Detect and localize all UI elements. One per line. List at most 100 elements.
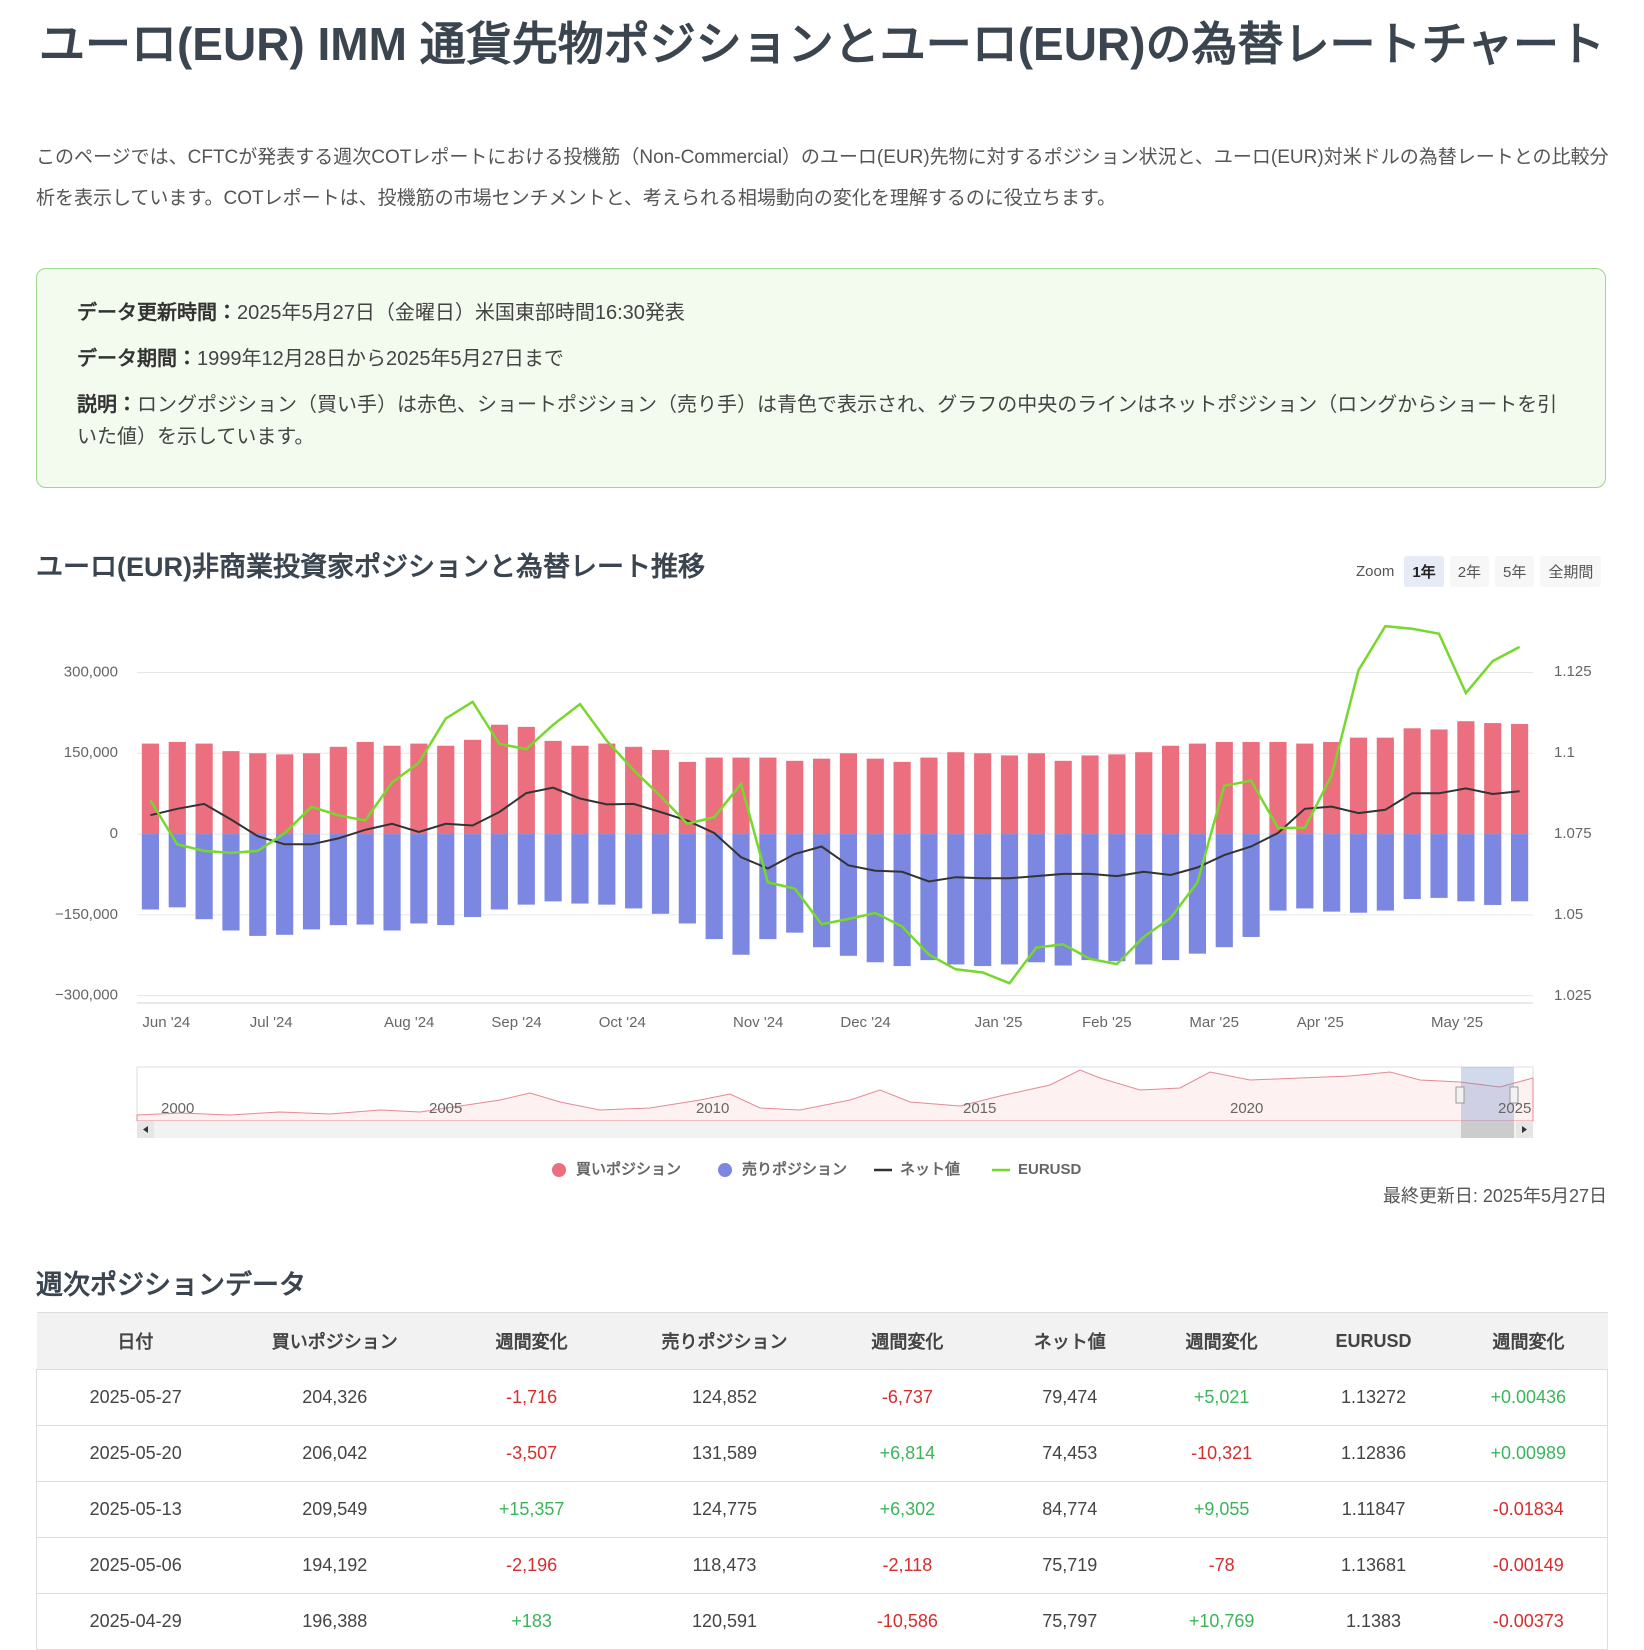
bar (1349, 737, 1368, 835)
x-tick-label: Jul '24 (250, 1014, 293, 1031)
column-header: EURUSD (1297, 1312, 1450, 1370)
table-cell: +0.00989 (1449, 1425, 1608, 1482)
bar (141, 743, 160, 835)
bar (249, 834, 267, 936)
table-cell: +6,814 (820, 1425, 994, 1482)
bar (1510, 834, 1529, 902)
table-cell: 120,591 (628, 1593, 821, 1650)
bar (195, 834, 213, 920)
zoom-button[interactable]: 2年 (1449, 556, 1490, 587)
table-row: 2025-05-27 204,326 -1,716 124,852 -6,737 79,4… (36, 1369, 1608, 1426)
bar (276, 754, 294, 835)
bar (625, 746, 643, 835)
bar (1242, 834, 1260, 937)
table-cell: -0.00373 (1449, 1593, 1608, 1650)
bar (1161, 745, 1180, 835)
table-cell: 196,388 (234, 1593, 436, 1650)
bar (625, 834, 643, 909)
navigator-handle[interactable] (1455, 1086, 1465, 1104)
bar (1510, 724, 1529, 835)
zoom-bar: Zoom 1年 2年 5年 全期間 (1352, 556, 1602, 587)
bar (651, 834, 670, 914)
scrollbar[interactable] (137, 1121, 1533, 1138)
table-cell: 2025-05-20 (36, 1425, 235, 1482)
x-tick-label: Jun '24 (142, 1014, 190, 1031)
bar (1403, 834, 1421, 900)
bar (974, 753, 992, 835)
navigator-label: 2020 (1230, 1100, 1263, 1117)
chart: −300,000 −150,000 0 150,000 300,000 1.025 1.05… (55, 624, 1592, 1178)
table-cell: -2,196 (435, 1537, 629, 1594)
bar (463, 834, 482, 918)
table-cell: 75,719 (993, 1537, 1146, 1594)
bar (839, 834, 858, 956)
bar (893, 834, 911, 967)
table-cell: +0.00436 (1449, 1369, 1608, 1426)
bar (1376, 737, 1394, 835)
bar (1242, 741, 1260, 835)
bar (1081, 755, 1099, 835)
navigator-label: 2025 (1498, 1100, 1531, 1117)
navigator-label: 2010 (696, 1100, 729, 1117)
scrollbar-thumb[interactable] (1461, 1121, 1514, 1138)
legend-label: 買いポジション (576, 1160, 681, 1178)
zoom-button[interactable]: 全期間 (1540, 556, 1602, 587)
bar (786, 760, 804, 835)
page-title: ユーロ(EUR) IMM 通貨先物ポジションとユーロ(EUR)の為替レートチャー… (38, 18, 1606, 70)
table-row: 2025-05-13 209,549 +15,357 124,775 +6,302 84,… (36, 1481, 1608, 1538)
bar (1108, 754, 1126, 835)
bar (920, 834, 938, 961)
table-cell: +10,769 (1145, 1593, 1298, 1650)
legend-symbol (552, 1163, 566, 1177)
y2-tick-label: 1.1 (1554, 744, 1575, 761)
navigator-selection[interactable] (1461, 1067, 1514, 1121)
zoom-button[interactable]: 5年 (1495, 556, 1535, 587)
bar (1296, 743, 1314, 835)
bar (1108, 834, 1126, 962)
bar (1403, 728, 1421, 835)
bar (1323, 834, 1341, 912)
table-row: 2025-05-06 194,192 -2,196 118,473 -2,118 75,7… (36, 1537, 1608, 1594)
table-row: 2025-05-20 206,042 -3,507 131,589 +6,814 74,4… (36, 1425, 1608, 1482)
bar (1215, 834, 1233, 948)
bar (437, 745, 455, 835)
table-cell: 124,852 (628, 1369, 821, 1426)
chart-title: ユーロ(EUR)非商業投資家ポジションと為替レート推移 (36, 552, 705, 582)
legend-item[interactable]: 売りポジション (718, 1160, 847, 1178)
legend-item[interactable]: 買いポジション (552, 1160, 681, 1178)
table-title: 週次ポジションデータ (36, 1270, 306, 1300)
x-tick-label: Aug '24 (384, 1014, 434, 1031)
bar (1269, 834, 1287, 911)
bar (517, 726, 535, 835)
legend-label: ネット値 (900, 1160, 960, 1178)
intro-text: このページでは、CFTCが発表する週次COTレポートにおける投機筋（Non-Co… (36, 147, 1609, 209)
table-cell: 124,775 (628, 1481, 821, 1538)
bar (276, 834, 294, 935)
bar (759, 757, 777, 835)
column-header: 週間変化 (1449, 1312, 1608, 1370)
legend-item[interactable]: ネット値 (874, 1160, 960, 1178)
table-cell: 1.12836 (1297, 1425, 1450, 1482)
bar (1323, 741, 1341, 835)
zoom-button[interactable]: 1年 (1404, 556, 1444, 587)
zoom-label: Zoom (1356, 563, 1395, 580)
table-row: 2025-04-29 196,388 +183 120,591 -10,586 75,79… (36, 1593, 1608, 1650)
bar (839, 753, 858, 835)
legend-item[interactable]: EURUSD (992, 1161, 1082, 1178)
table-cell: 1.13681 (1297, 1537, 1450, 1594)
x-tick-label: Feb '25 (1082, 1014, 1132, 1031)
bar (168, 741, 186, 835)
bar (866, 758, 884, 835)
table-cell: 118,473 (628, 1537, 821, 1594)
navigator-handle[interactable] (1509, 1086, 1519, 1104)
column-header: 買いポジション (234, 1312, 436, 1370)
bar (1457, 721, 1475, 835)
bar (812, 758, 831, 835)
info-line: データ更新時間：2025年5月27日（金曜日）米国東部時間16:30発表 (77, 297, 1565, 329)
table-cell: +15,357 (435, 1481, 629, 1538)
last-updated: 最終更新日: 2025年5月27日 (1382, 1186, 1607, 1206)
bar (356, 834, 374, 925)
bar (544, 834, 562, 902)
x-tick-label: Apr '25 (1297, 1014, 1344, 1031)
